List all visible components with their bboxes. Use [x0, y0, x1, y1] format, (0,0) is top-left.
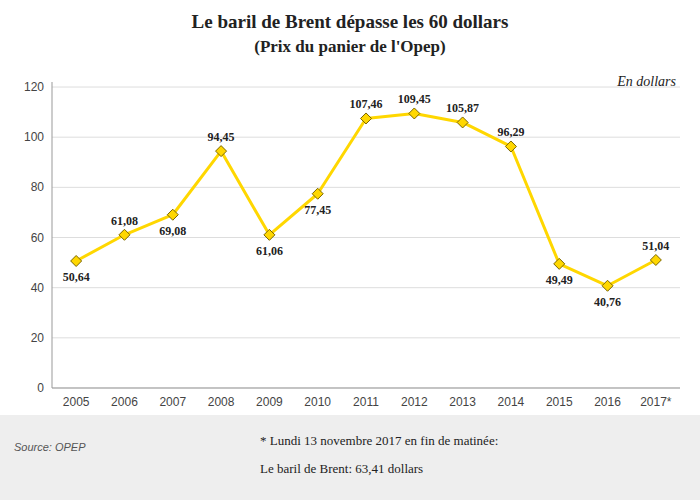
source: Source: OPEP: [14, 441, 86, 453]
title: Le baril de Brent dépasse les 60 dollars: [192, 11, 509, 32]
marker: [119, 229, 130, 240]
x-tick-label: 2008: [208, 395, 235, 409]
footnote: * Lundi 13 novembre 2017 en fin de matin…: [260, 433, 498, 448]
x-tick-label: 2015: [546, 395, 573, 409]
grid-line: [52, 187, 680, 188]
x-tick-label: 2011: [353, 395, 379, 409]
data-label: 69,08: [159, 224, 186, 238]
marker: [457, 117, 468, 128]
x-tick-label: 2014: [498, 395, 525, 409]
data-label: 109,45: [398, 92, 431, 106]
data-label: 51,04: [642, 239, 669, 253]
x-axis: 2005 2006 2007 2008 2009 2010 2011 2012 2013 2014…: [63, 395, 672, 409]
marker: [602, 280, 613, 291]
x-tick-label: 2009: [256, 395, 283, 409]
marker: [216, 146, 227, 157]
data-label: 40,76: [594, 295, 621, 309]
x-tick-label: 2012: [401, 395, 428, 409]
x-tick-label: 2007: [159, 395, 186, 409]
x-axis-line: [52, 388, 680, 389]
chart: Le baril de Brent dépasse les 60 dollars…: [0, 0, 700, 500]
marker: [361, 113, 372, 124]
y-tick-label: 100: [24, 130, 44, 144]
x-tick-label: 2010: [304, 395, 331, 409]
grid-line: [52, 237, 680, 238]
data-label: 61,06: [256, 244, 283, 258]
data-label: 49,49: [546, 273, 573, 287]
x-tick-label: 2016: [594, 395, 621, 409]
marker: [650, 254, 661, 265]
y-tick-label: 20: [31, 331, 45, 345]
data-label: 50,64: [63, 270, 90, 284]
marker: [264, 229, 275, 240]
footer: [0, 415, 700, 500]
data-label: 94,45: [208, 130, 235, 144]
x-tick-label: 2005: [63, 395, 90, 409]
marks: [71, 108, 662, 291]
y-axis: 0 20 40 60 80 100 120: [24, 80, 680, 395]
grid-line: [52, 287, 680, 288]
data-labels: 50,64 61,08 69,08 94,45 61,06 77,45 107,46 109,…: [63, 92, 670, 308]
data-label: 107,46: [350, 97, 383, 111]
marker: [167, 209, 178, 220]
subtitle: (Prix du panier de l'Opep): [254, 37, 445, 56]
grid-line: [52, 137, 680, 138]
data-label: 96,29: [497, 125, 524, 139]
marker: [554, 258, 565, 269]
grid-line: [52, 87, 680, 88]
x-tick-label: 2017*: [640, 395, 672, 409]
y-axis-line: [52, 82, 53, 388]
data-label: 61,08: [111, 214, 138, 228]
y-tick-label: 60: [31, 231, 45, 245]
x-tick-label: 2006: [111, 395, 138, 409]
marker: [409, 108, 420, 119]
y-tick-label: 120: [24, 80, 44, 94]
y-tick-label: 80: [31, 180, 45, 194]
marker: [71, 255, 82, 266]
annotation: En dollars: [616, 74, 676, 89]
data-label: 105,87: [446, 101, 479, 115]
y-tick-label: 40: [31, 281, 45, 295]
footnote: Le baril de Brent: 63,41 dollars: [260, 461, 423, 476]
grid-line: [52, 388, 680, 389]
marker: [312, 188, 323, 199]
line: [76, 113, 656, 285]
data-label: 77,45: [304, 203, 331, 217]
grid-line: [52, 337, 680, 338]
x-tick-label: 2013: [449, 395, 476, 409]
y-tick-label: 0: [37, 381, 44, 395]
marker: [505, 141, 516, 152]
